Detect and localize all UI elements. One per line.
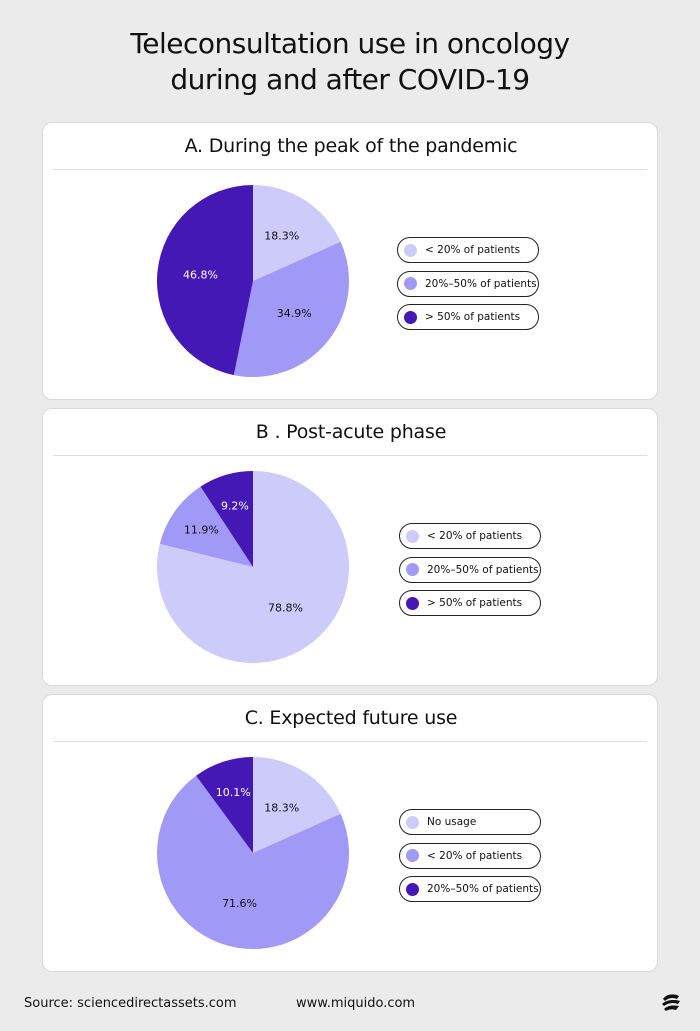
page-title-line-2: during and after COVID-19 bbox=[170, 63, 530, 96]
legend-label: > 50% of patients bbox=[425, 311, 521, 323]
pie-slice bbox=[196, 757, 253, 853]
slice-value-label: 46.8% bbox=[183, 269, 218, 282]
pie-slice bbox=[253, 185, 341, 281]
legend-label: > 50% of patients bbox=[427, 597, 523, 609]
pie-slice bbox=[157, 471, 349, 663]
legend-label: < 20% of patients bbox=[425, 244, 521, 256]
legend: < 20% of patients 20%–50% of patients > … bbox=[399, 523, 541, 624]
miquido-logo-icon bbox=[662, 994, 680, 1011]
legend-label: 20%–50% of patients bbox=[427, 883, 539, 895]
divider bbox=[53, 169, 647, 170]
legend-label: 20%–50% of patients bbox=[427, 563, 539, 576]
legend-swatch bbox=[406, 529, 419, 543]
slice-value-label: 18.3% bbox=[264, 230, 299, 243]
legend-item: < 20% of patients bbox=[399, 523, 541, 549]
legend-swatch bbox=[404, 277, 417, 290]
legend-item: < 20% of patients bbox=[399, 842, 541, 869]
legend-swatch bbox=[404, 310, 417, 324]
legend-item: 20%–50% of patients bbox=[397, 270, 539, 297]
slice-value-label: 11.9% bbox=[184, 523, 219, 536]
pie-chart: 18.3% 34.9% 46.8% bbox=[156, 185, 349, 377]
slice-value-label: 18.3% bbox=[264, 802, 299, 815]
pie-chart: 78.8% 11.9%9.2% bbox=[157, 471, 349, 663]
legend-item: No usage bbox=[399, 809, 541, 835]
legend-swatch bbox=[406, 596, 419, 610]
legend-item: < 20% of patients bbox=[397, 237, 539, 263]
chart-card-c: C. Expected future use 18.3% 71.6% 10.1% N… bbox=[42, 694, 658, 972]
chart-title: A. During the peak of the pandemic bbox=[184, 135, 518, 157]
legend-swatch bbox=[406, 563, 419, 576]
page-title: Teleconsultation use in oncology during … bbox=[0, 26, 700, 98]
legend-swatch bbox=[406, 849, 419, 862]
legend-swatch bbox=[404, 243, 417, 257]
legend-label: 20%–50% of patients bbox=[425, 277, 537, 290]
divider bbox=[53, 455, 647, 456]
legend-item: 20%–50% of patients bbox=[399, 876, 541, 902]
legend-item: > 50% of patients bbox=[397, 304, 539, 330]
slice-value-label: 78.8% bbox=[268, 602, 303, 615]
slice-value-label: 9.2% bbox=[221, 499, 249, 512]
chart-card-a: A. During the peak of the pandemic 18.3%… bbox=[42, 122, 658, 400]
footer-source: Source: sciencedirectassets.com bbox=[24, 996, 237, 1011]
slice-value-label: 34.9% bbox=[277, 307, 312, 320]
legend: < 20% of patients 20%–50% of patients > … bbox=[397, 237, 539, 338]
chart-title: B . Post-acute phase bbox=[255, 421, 447, 443]
legend-label: < 20% of patients bbox=[427, 530, 523, 542]
chart-card-b: B . Post-acute phase 78.8% 11.9% 9.2% < 20… bbox=[42, 408, 658, 686]
pie-slice bbox=[200, 471, 253, 567]
chart-title: C. Expected future use bbox=[244, 707, 458, 729]
legend-label: < 20% of patients bbox=[427, 849, 523, 862]
divider bbox=[53, 741, 647, 742]
legend-swatch bbox=[406, 815, 419, 829]
legend-label: No usage bbox=[427, 816, 477, 828]
pie-slice bbox=[253, 757, 341, 853]
pie-slice bbox=[233, 241, 349, 377]
legend-item: 20%–50% of patients bbox=[399, 556, 541, 583]
legend-swatch bbox=[406, 882, 419, 896]
slice-value-label: 71.6% bbox=[222, 897, 257, 910]
legend-item: > 50% of patients bbox=[399, 590, 541, 616]
pie-slice bbox=[156, 185, 253, 376]
pie-chart: 18.3% 71.6% 10.1% bbox=[157, 757, 349, 949]
page-title-line-1: Teleconsultation use in oncology bbox=[130, 27, 570, 60]
pie-slice bbox=[157, 775, 349, 949]
pie-slice bbox=[159, 486, 253, 567]
legend: No usage < 20% of patients 20%–50% of pa… bbox=[399, 809, 541, 910]
footer-site[interactable]: www.miquido.com bbox=[296, 996, 416, 1011]
slice-value-label: 10.1% bbox=[216, 786, 251, 799]
